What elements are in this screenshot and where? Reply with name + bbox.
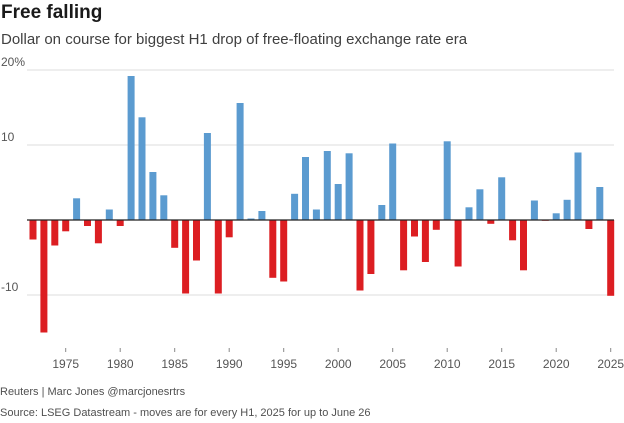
bar	[51, 220, 59, 246]
bar	[193, 220, 200, 261]
bar	[94, 220, 102, 244]
bar	[465, 207, 473, 221]
credit-line: Reuters | Marc Jones @marcjonesrtrs	[0, 386, 186, 398]
bar	[476, 189, 484, 220]
bar	[214, 220, 222, 294]
bar	[149, 172, 157, 220]
x-tick-label: 1990	[216, 357, 243, 371]
bar	[334, 184, 342, 220]
y-tick-label: 10	[1, 130, 15, 144]
bar	[258, 211, 266, 220]
bar	[356, 220, 364, 291]
x-tick-label: 2015	[488, 357, 515, 371]
bar	[443, 141, 451, 221]
bar	[138, 117, 146, 221]
bar	[389, 143, 397, 220]
bar	[105, 209, 113, 220]
bar	[421, 220, 429, 262]
bar	[596, 187, 604, 220]
bar	[585, 220, 593, 229]
x-tick-label: 1975	[52, 357, 79, 371]
x-tick-label: 1995	[270, 357, 297, 371]
bar	[127, 76, 135, 220]
bar	[291, 193, 299, 221]
bar	[563, 199, 571, 221]
x-tick-label: 1985	[161, 357, 188, 371]
bar	[171, 220, 179, 248]
bar	[116, 220, 124, 226]
bar	[302, 157, 309, 220]
bar	[73, 198, 81, 221]
bar	[312, 209, 320, 220]
bar	[607, 220, 615, 296]
bar	[269, 220, 277, 278]
bar	[203, 133, 211, 220]
bar	[574, 152, 582, 220]
bar	[520, 220, 527, 271]
y-tick-label: 20%	[1, 55, 25, 69]
x-tick-label: 2010	[434, 357, 461, 371]
bar	[378, 205, 386, 220]
bar-chart: 20% 10 -10 1975 1980 1985 1990 1995 2000 2005 2010…	[1, 55, 624, 371]
bar	[323, 151, 331, 220]
bar	[62, 220, 70, 232]
bar	[29, 220, 37, 240]
x-tick-label: 1980	[107, 357, 134, 371]
x-tick-label: 2020	[543, 357, 570, 371]
chart-subtitle: Dollar on course for biggest H1 drop of …	[1, 31, 468, 48]
bar	[432, 220, 440, 230]
y-tick-label: -10	[1, 280, 19, 294]
bar	[552, 213, 560, 221]
bar	[182, 220, 190, 294]
bar	[367, 220, 375, 274]
bar	[487, 220, 495, 224]
bar	[84, 220, 91, 226]
bar	[247, 218, 255, 220]
x-tick-label: 2000	[325, 357, 352, 371]
chart-title: Free falling	[1, 2, 103, 23]
bar	[454, 220, 462, 267]
source-note: Source: LSEG Datastream - moves are for …	[0, 407, 371, 419]
x-tick-label: 2025	[597, 357, 624, 371]
bar	[280, 220, 288, 282]
bar	[345, 153, 353, 221]
x-tick-label: 2005	[379, 357, 406, 371]
bar	[498, 177, 506, 221]
bar	[400, 220, 408, 271]
bar	[411, 220, 418, 237]
bar	[236, 103, 244, 220]
bar	[530, 200, 538, 220]
bar	[225, 220, 233, 238]
bar	[160, 195, 168, 221]
bar	[509, 220, 517, 241]
bar	[40, 220, 48, 333]
